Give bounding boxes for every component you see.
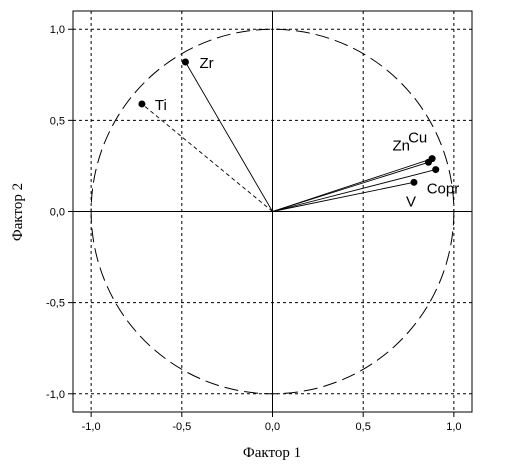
y-tick-label: 0,5 (50, 115, 65, 127)
y-tick-label: -1,0 (46, 389, 65, 401)
vector-zn (272, 161, 429, 212)
point-label-cu: Cu (408, 130, 427, 147)
point-zn (424, 158, 432, 166)
y-tick-label: 0,0 (50, 207, 65, 219)
x-tick-label: -0,5 (172, 421, 191, 433)
vector-ti (141, 103, 273, 212)
y-tick-label: 1,0 (50, 24, 65, 36)
point-label-v: V (406, 193, 416, 210)
x-tick-label: -1,0 (82, 421, 101, 433)
y-axis-title: Фактор 2 (10, 183, 26, 241)
y-tick-label: -0,5 (46, 298, 65, 310)
point-ti (138, 100, 146, 108)
x-tick-label: 1,0 (446, 421, 461, 433)
axis-ticks: -1,0 -0,5 0,0 0,5 1,0 -1,0 -0,5 0,0 0,5 1,0 (46, 24, 461, 433)
x-tick-label: 0,0 (265, 421, 280, 433)
point-v (410, 178, 418, 186)
point-label-ti: Ti (155, 97, 167, 114)
x-axis-title: Фактор 1 (243, 445, 301, 461)
vector-copr (272, 169, 436, 212)
x-tick-label: 0,5 (356, 421, 371, 433)
loading-vectors (141, 61, 436, 212)
vector-v (272, 181, 415, 212)
vector-zr (185, 61, 273, 212)
point-label-zr: Zr (199, 55, 213, 72)
point-label-copr: Copr (427, 181, 460, 198)
point-zr (181, 58, 189, 66)
point-label-zn: Zn (392, 137, 410, 154)
point-copr (432, 166, 440, 174)
